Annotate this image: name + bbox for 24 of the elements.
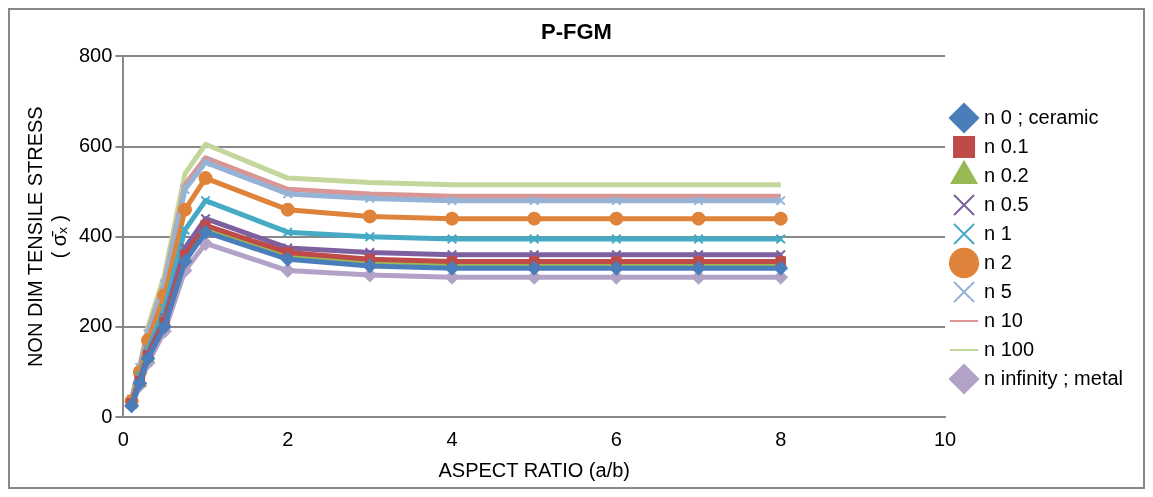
y-tick-label: 0 [101, 404, 113, 427]
chart-title: P-FGM [541, 19, 612, 45]
x-axis-title: ASPECT RATIO (a/b) [438, 458, 630, 481]
x-tick-label: 2 [282, 427, 294, 450]
x-tick-label: 0 [117, 427, 129, 450]
x-tick-label: 4 [446, 427, 458, 450]
y-tick-label: 600 [78, 134, 113, 157]
x-tick-label: 6 [610, 427, 622, 450]
legend-label: n 0.2 [984, 163, 1029, 186]
legend-label: n 0 ; ceramic [984, 105, 1099, 128]
y-axis-title: NON DIM TENSILE STRESS ( σ̄ₓ ) [23, 106, 70, 368]
y-tick-label: 800 [78, 43, 113, 66]
y-tick-label: 200 [78, 314, 113, 337]
legend-label: n 100 [984, 337, 1035, 360]
legend-label: n 0.1 [984, 134, 1029, 157]
legend-label: n 2 [984, 250, 1012, 273]
legend-label: n 10 [984, 308, 1023, 331]
legend-label: n 1 [984, 221, 1012, 244]
legend-label: n 0.5 [984, 192, 1029, 215]
legend-label: n 5 [984, 279, 1012, 302]
legend-label: n infinity ; metal [984, 366, 1124, 389]
x-tick-label: 8 [775, 427, 787, 450]
x-tick-label: 10 [933, 427, 957, 450]
y-tick-label: 400 [78, 224, 113, 247]
